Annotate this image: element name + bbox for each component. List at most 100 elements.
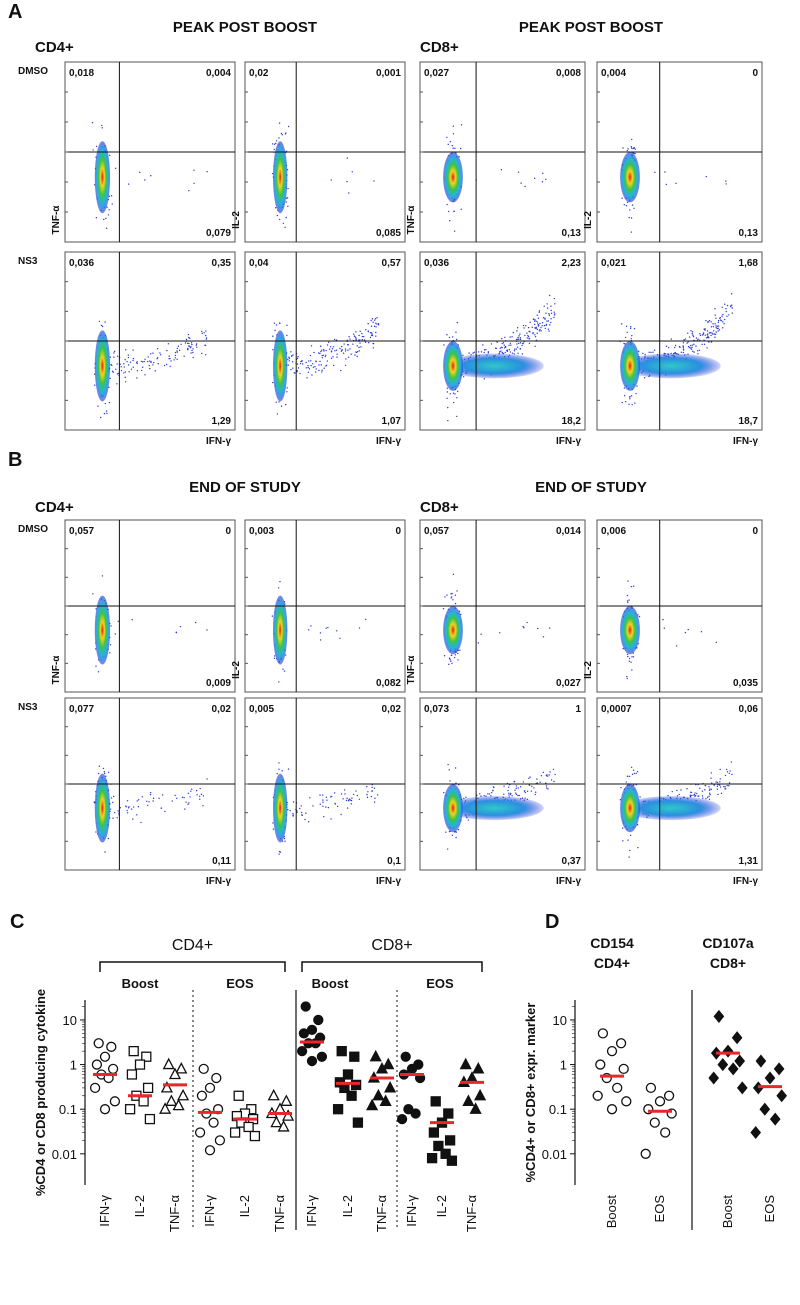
event-dot (347, 356, 350, 358)
event-dot (524, 334, 526, 337)
event-dot (514, 348, 516, 350)
quadrant-value: 0,082 (376, 678, 401, 689)
quadrant-value: 0,13 (562, 228, 582, 239)
x-axis-label: IFN-γ (206, 436, 231, 447)
event-dot (319, 632, 322, 634)
event-dot (126, 360, 128, 363)
event-dot (550, 312, 553, 315)
event-dot (189, 796, 191, 798)
event-dot (330, 357, 333, 360)
event-dot (284, 654, 287, 656)
event-dot (358, 339, 360, 341)
event-dot (342, 798, 344, 800)
event-dot (477, 642, 480, 644)
event-dot (284, 133, 287, 135)
event-dot (717, 321, 720, 324)
event-dot (365, 329, 367, 331)
event-dot (286, 324, 288, 327)
event-dot (103, 771, 106, 773)
event-dot (369, 332, 372, 334)
event-dot (517, 342, 520, 345)
event-dot (696, 350, 699, 352)
event-dot (196, 346, 198, 348)
event-dot (110, 363, 112, 366)
event-dot (102, 767, 105, 770)
event-dot (332, 364, 335, 367)
event-dot (103, 218, 105, 221)
density-blob (443, 784, 463, 833)
event-dot (534, 320, 536, 322)
event-dot (690, 791, 693, 794)
event-dot (278, 322, 281, 324)
data-point (621, 1096, 632, 1107)
event-dot (523, 790, 526, 792)
event-dot (376, 794, 379, 796)
flow-plot: 0,006 0 0,035 (596, 519, 763, 693)
event-dot (702, 333, 705, 335)
y-tick-label: 0.1 (59, 1102, 77, 1117)
event-dot (721, 327, 724, 329)
event-dot (98, 765, 101, 767)
event-dot (706, 347, 708, 349)
event-dot (693, 343, 695, 346)
event-dot (285, 216, 287, 219)
event-dot (453, 210, 455, 213)
event-dot (542, 172, 544, 175)
event-dot (684, 631, 687, 634)
event-dot (546, 320, 548, 322)
event-dot (312, 366, 315, 368)
event-dot (634, 152, 636, 155)
event-dot (308, 368, 311, 370)
event-dot (274, 207, 277, 209)
event-dot (527, 336, 530, 338)
event-dot (359, 330, 361, 333)
data-point (382, 1057, 395, 1070)
event-dot (687, 341, 689, 343)
event-dot (548, 330, 550, 332)
event-dot (287, 364, 289, 366)
event-dot (315, 360, 317, 363)
event-dot (483, 351, 485, 354)
event-dot (297, 367, 300, 369)
event-dot (498, 632, 501, 634)
event-dot (682, 346, 685, 349)
event-dot (363, 335, 365, 338)
event-dot (704, 789, 706, 791)
data-point (342, 1069, 354, 1080)
event-dot (272, 335, 274, 337)
y-axis-label: TNF-α (406, 655, 417, 685)
event-dot (177, 345, 180, 347)
data-point (89, 1082, 101, 1094)
cell-type: CD4+ (35, 499, 74, 516)
event-dot (348, 335, 350, 338)
event-dot (372, 347, 375, 349)
event-dot (550, 321, 552, 324)
event-dot (524, 791, 527, 794)
quadrant-value: 0,085 (376, 228, 401, 239)
event-dot (511, 336, 513, 338)
x-tick-label: EOS (652, 1195, 667, 1223)
event-dot (539, 781, 541, 783)
event-dot (287, 768, 290, 770)
event-dot (663, 627, 665, 629)
event-dot (528, 777, 530, 780)
event-dot (334, 350, 336, 352)
event-dot (718, 784, 721, 786)
event-dot (719, 768, 721, 771)
quadrant-value: 1,31 (739, 856, 759, 867)
event-dot (330, 179, 332, 181)
event-dot (330, 351, 333, 353)
event-dot (528, 342, 531, 344)
event-dot (103, 772, 106, 775)
event-dot (358, 627, 361, 629)
event-dot (711, 782, 713, 784)
event-dot (716, 325, 719, 327)
event-dot (532, 332, 534, 335)
event-dot (692, 335, 695, 338)
event-dot (114, 633, 116, 635)
event-dot (299, 372, 301, 375)
density-blob (94, 330, 111, 402)
data-point (649, 1117, 660, 1128)
event-dot (187, 803, 189, 806)
event-dot (351, 171, 353, 173)
